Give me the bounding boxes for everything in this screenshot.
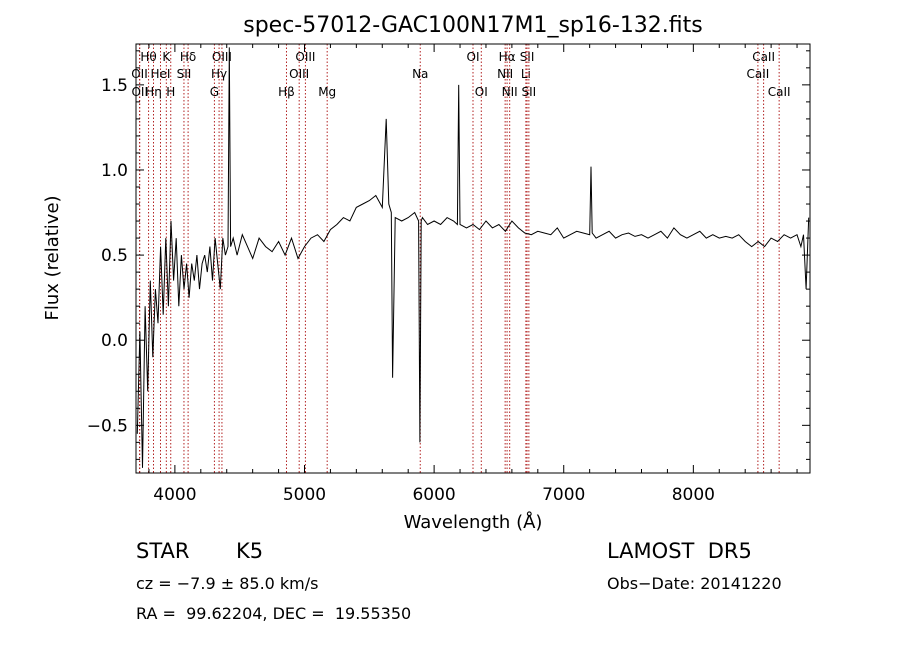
spectral-line-label: Hδ xyxy=(180,50,196,64)
y-tick-label: 1.5 xyxy=(101,76,128,96)
y-tick-label: 0.0 xyxy=(101,331,128,351)
x-tick-label: 7000 xyxy=(542,485,585,505)
redshift-value: cz = −7.9 ± 85.0 km/s xyxy=(136,574,319,593)
spectral-line-label: OII xyxy=(131,67,148,81)
spectral-line-label: OIII xyxy=(289,67,309,81)
spectral-line-label: CaII xyxy=(752,50,775,64)
spectral-line-label: SII xyxy=(520,50,535,64)
spectral-line-label: SII xyxy=(522,85,537,99)
y-axis-label: Flux (relative) xyxy=(42,195,63,320)
spectral-line-label: Li xyxy=(521,67,531,81)
spectral-line-label: CaII xyxy=(768,85,791,99)
spectral-line-label: CaII xyxy=(746,67,769,81)
spectral-line-label: Hη xyxy=(145,85,162,99)
spectral-line-label: Hγ xyxy=(211,67,227,81)
spectral-line-label: SII xyxy=(177,67,192,81)
spectral-line-label: NII xyxy=(502,85,518,99)
spectral-line-label: K xyxy=(162,50,171,64)
spectral-line-label: NII xyxy=(497,67,513,81)
plot-area: Hθ K Hδ OIII OIII Na OI Hα SII CaII OII HeI SII Hγ OII… xyxy=(87,43,811,505)
plot-frame xyxy=(135,43,811,474)
x-tick-label: 8000 xyxy=(672,485,715,505)
chart-title: spec-57012-GAC100N17M1_sp16-132.fits xyxy=(243,13,703,38)
x-tick-label: 4000 xyxy=(153,485,196,505)
y-tick-label: 1.0 xyxy=(101,161,128,181)
spectral-line-label: OIII xyxy=(295,50,315,64)
spectral-line-label: Hα xyxy=(499,50,516,64)
x-tick-label: 5000 xyxy=(283,485,326,505)
y-tick-label: −0.5 xyxy=(87,416,128,436)
spectral-line-label: Mg xyxy=(318,85,336,99)
survey-name: LAMOST DR5 xyxy=(607,539,752,563)
spectral-subclass: K5 xyxy=(236,539,264,563)
spectral-line-label: Hβ xyxy=(278,85,295,99)
spectral-line-label: OIII xyxy=(212,50,232,64)
spectral-line-label: OI xyxy=(467,50,480,64)
x-tick-label: 6000 xyxy=(412,485,455,505)
coordinates: RA = 99.62204, DEC = 19.55350 xyxy=(136,604,412,623)
spectrum-line xyxy=(136,47,810,468)
spectral-line-label: OI xyxy=(475,85,488,99)
spectral-line-label: Hθ xyxy=(140,50,156,64)
observation-date: Obs−Date: 20141220 xyxy=(607,574,782,593)
object-type: STAR xyxy=(136,539,190,563)
spectral-line-label: Na xyxy=(412,67,428,81)
spectral-line-label: H xyxy=(166,85,175,99)
spectral-line-label: G xyxy=(210,85,219,99)
x-axis-label: Wavelength (Å) xyxy=(404,511,543,533)
y-tick-label: 0.5 xyxy=(101,246,128,266)
spectral-line-label: HeI xyxy=(151,67,171,81)
